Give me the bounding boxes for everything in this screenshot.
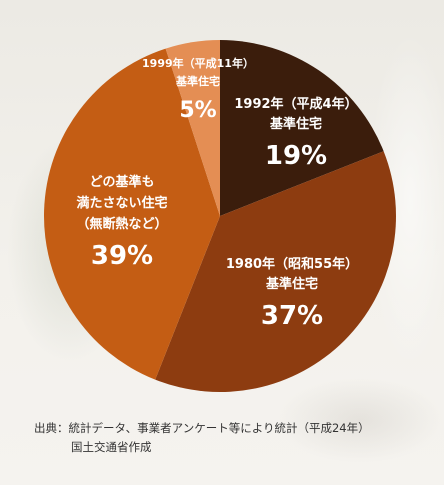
slice-label-line: 基準住宅 <box>175 74 220 88</box>
pie-slice-1 <box>155 151 396 392</box>
pie-labels: 1992年（平成4年） 基準住宅 19% 1980年（昭和55年） 基準住宅 37% どの基… <box>76 56 358 331</box>
slice-label-line: 1980年（昭和55年） <box>226 256 358 272</box>
slice-label-3: 1999年（平成11年） 基準住宅 5% <box>142 56 254 123</box>
pie-chart: 1992年（平成4年） 基準住宅 19% 1980年（昭和55年） 基準住宅 37% どの基… <box>43 39 396 392</box>
slice-value: 5% <box>179 98 216 123</box>
slice-value: 37% <box>261 301 323 331</box>
source-note: 出典：統計データ、事業者アンケート等により統計（平成24年） 国土交通省作成 <box>34 419 370 457</box>
pie-slice-2 <box>43 48 220 380</box>
pie-slices <box>43 39 396 392</box>
slice-label-line: 基準住宅 <box>265 276 318 292</box>
slice-label-line: 1992年（平成4年） <box>234 96 357 112</box>
slice-label-line: 1999年（平成11年） <box>142 56 254 70</box>
slice-label-line: どの基準も <box>89 174 154 190</box>
slice-value: 39% <box>91 241 153 271</box>
pie-slice-3 <box>165 39 220 216</box>
slice-label-line: （無断熱など） <box>76 216 167 232</box>
source-line-1: 出典：統計データ、事業者アンケート等により統計（平成24年） <box>34 421 370 435</box>
slice-label-line: 基準住宅 <box>269 116 322 132</box>
slice-label-0: 1992年（平成4年） 基準住宅 19% <box>234 96 357 171</box>
pie-slice-0 <box>220 40 384 216</box>
slice-label-line: 満たさない住宅 <box>76 195 167 211</box>
slice-label-1: 1980年（昭和55年） 基準住宅 37% <box>226 256 358 331</box>
source-line-2: 国土交通省作成 <box>71 440 152 454</box>
slice-value: 19% <box>265 141 327 171</box>
